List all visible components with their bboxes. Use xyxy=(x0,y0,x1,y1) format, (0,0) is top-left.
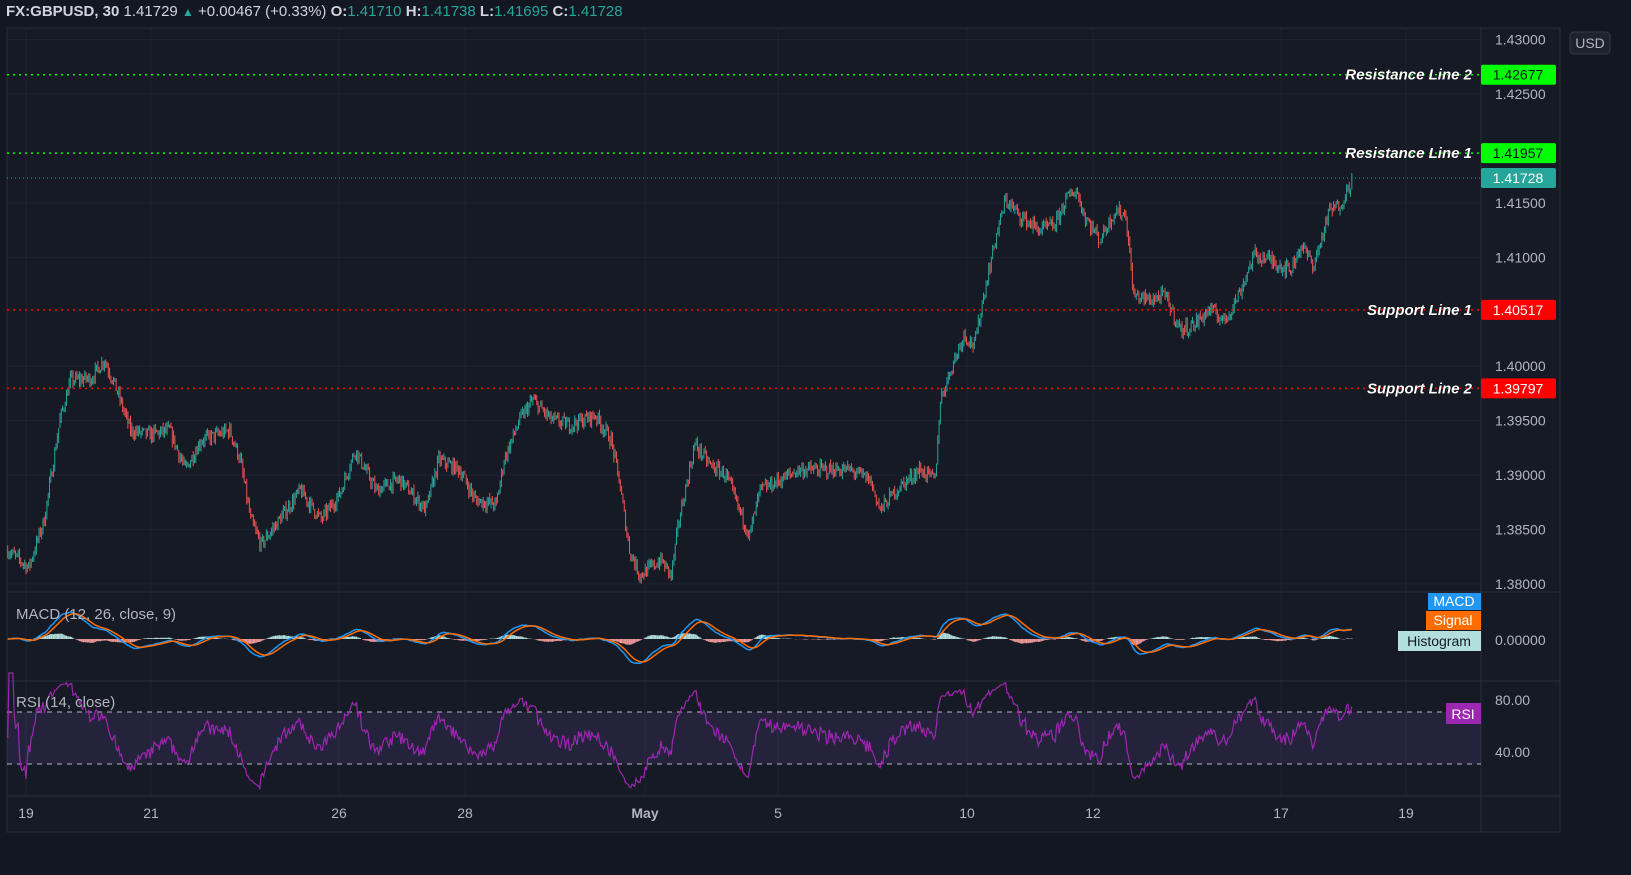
level-price: 1.39797 xyxy=(1493,380,1544,396)
close-value: 1.41728 xyxy=(568,3,623,20)
rsi-band xyxy=(7,712,1481,764)
grid xyxy=(7,28,1481,796)
rsi-title[interactable]: RSI (14, close) xyxy=(16,694,115,711)
legend-macd: MACD xyxy=(1433,593,1474,609)
high-label: H: xyxy=(405,3,422,20)
low-value: 1.41695 xyxy=(494,3,549,20)
time-tick-label: 17 xyxy=(1273,805,1289,821)
currency-button[interactable]: USD xyxy=(1569,31,1611,55)
price-tick-label: 1.43000 xyxy=(1495,32,1546,48)
currency-label: USD xyxy=(1575,35,1605,51)
rsi-tick-40: 40.00 xyxy=(1495,744,1530,760)
level-price: 1.40517 xyxy=(1493,302,1544,318)
level-label: Resistance Line 2 xyxy=(1345,67,1472,84)
open-value: 1.41710 xyxy=(347,3,402,20)
time-tick-label: 12 xyxy=(1085,805,1101,821)
time-axis[interactable]: 19 21 26 28 May 5 10 12 17 19 xyxy=(18,805,1414,821)
time-tick-label: 21 xyxy=(143,805,159,821)
time-tick-label: May xyxy=(631,805,658,821)
price-tick-label: 1.42500 xyxy=(1495,86,1546,102)
high-value: 1.41738 xyxy=(421,3,476,20)
rsi-legend: RSI xyxy=(1451,706,1474,722)
price-tick-label: 1.41500 xyxy=(1495,195,1546,211)
time-tick-label: 19 xyxy=(18,805,34,821)
symbol-name[interactable]: FX:GBPUSD, 30 xyxy=(6,3,120,20)
rsi-line xyxy=(7,672,1353,791)
time-tick-label: 5 xyxy=(774,805,782,821)
last-price-value: 1.41728 xyxy=(1493,170,1544,186)
last-price: 1.41729 xyxy=(123,3,178,20)
last-price-tag xyxy=(1481,168,1556,189)
price-tick-label: 1.41000 xyxy=(1495,249,1546,265)
macd-zero-tick: 0.00000 xyxy=(1495,632,1546,648)
level-label: Support Line 2 xyxy=(1367,380,1473,397)
macd-legend: MACD Signal Histogram xyxy=(1398,593,1481,651)
time-tick-label: 10 xyxy=(959,805,975,821)
level-price-tag xyxy=(1481,64,1556,85)
level-price-tag xyxy=(1481,299,1556,320)
close-label: C: xyxy=(552,3,569,20)
symbol-header: FX:GBPUSD, 30 1.41729 ▲ +0.00467 (+0.33%… xyxy=(6,3,623,20)
up-triangle-icon: ▲ xyxy=(181,5,194,19)
price-tick-label: 1.38000 xyxy=(1495,576,1546,592)
rsi-tick-80: 80.00 xyxy=(1495,692,1530,708)
price-tick-label: 1.38500 xyxy=(1495,522,1546,538)
level-price-tag xyxy=(1481,378,1556,399)
price-axis[interactable]: 1.43000 1.42500 1.41500 1.41000 1.40000 1.395… xyxy=(1495,32,1546,592)
rsi-pane xyxy=(7,672,1481,791)
chart-frame xyxy=(6,27,1561,833)
price-change: +0.00467 (+0.33%) xyxy=(198,3,327,20)
candles xyxy=(7,173,1353,584)
macd-pane xyxy=(7,611,1353,665)
price-tick-label: 1.39000 xyxy=(1495,467,1546,483)
price-tick-label: 1.40000 xyxy=(1495,358,1546,374)
legend-histogram: Histogram xyxy=(1407,633,1471,649)
rsi-legend-tag xyxy=(1446,703,1481,724)
horizontal-levels: Resistance Line 2 1.42677 Resistance Line … xyxy=(7,64,1556,399)
level-label: Support Line 1 xyxy=(1367,302,1472,319)
open-label: O: xyxy=(330,3,348,20)
level-price: 1.41957 xyxy=(1493,145,1544,161)
level-label: Resistance Line 1 xyxy=(1345,145,1472,162)
level-price: 1.42677 xyxy=(1493,67,1544,83)
signal-line xyxy=(7,612,1352,663)
macd-title[interactable]: MACD (12, 26, close, 9) xyxy=(16,606,176,623)
low-label: L: xyxy=(479,3,495,20)
time-tick-label: 19 xyxy=(1398,805,1414,821)
time-tick-label: 28 xyxy=(457,805,473,821)
level-price-tag xyxy=(1481,143,1556,164)
price-tick-label: 1.39500 xyxy=(1495,413,1546,429)
legend-signal: Signal xyxy=(1434,612,1473,628)
time-tick-label: 26 xyxy=(331,805,347,821)
